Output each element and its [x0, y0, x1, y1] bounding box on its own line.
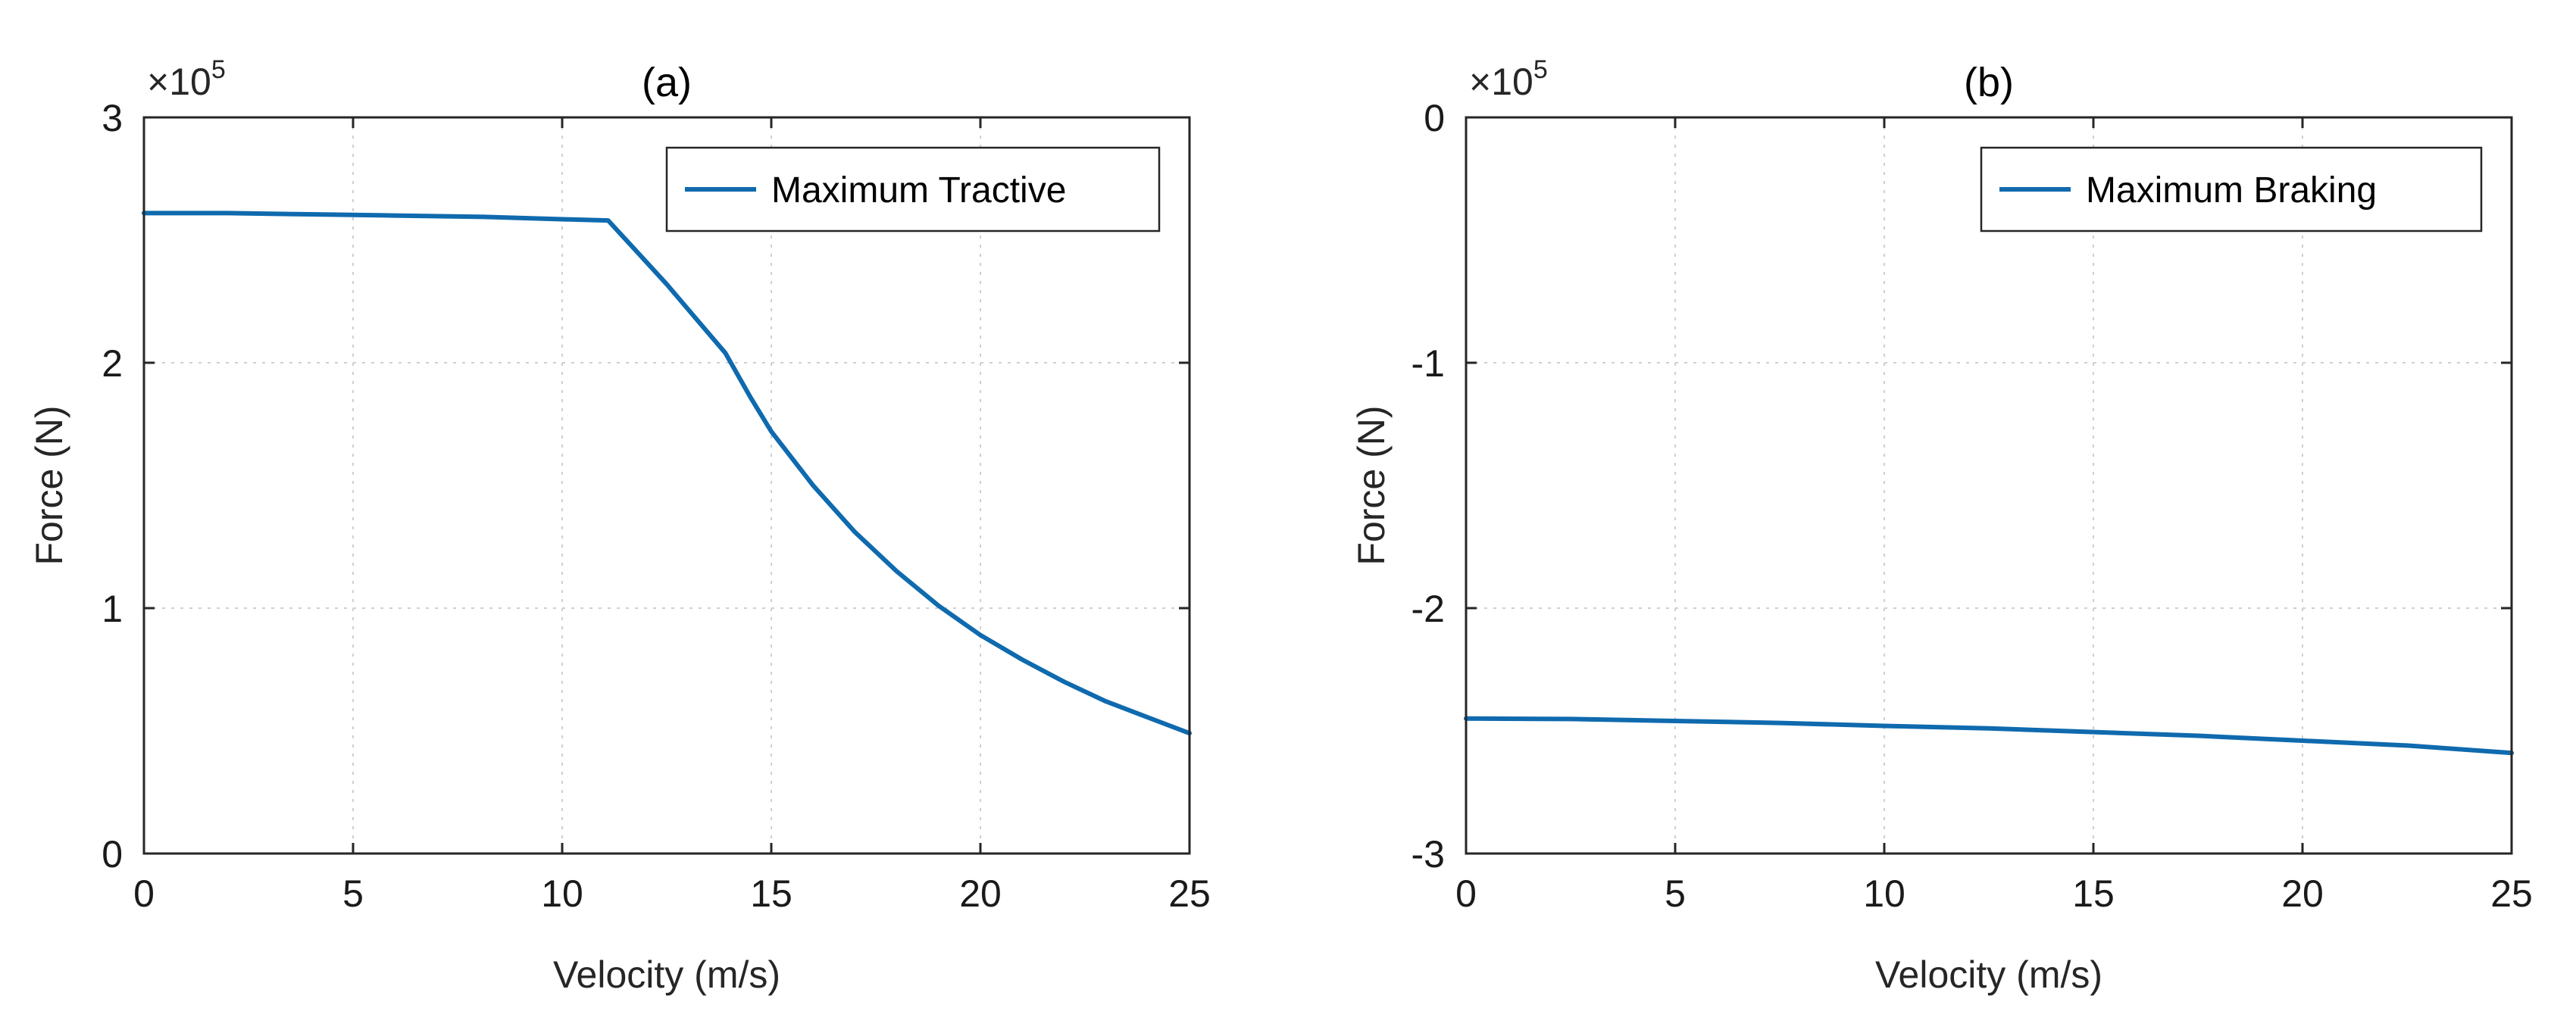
x-tick-label: 5 — [342, 872, 364, 915]
y-exponent-label: ×105 — [1469, 55, 1548, 103]
series-line-b — [1464, 716, 2514, 756]
y-exponent-power: 5 — [1533, 55, 1548, 84]
x-tick-label: 15 — [2072, 872, 2115, 915]
x-tick-label: 15 — [750, 872, 792, 915]
x-tick-label: 25 — [2490, 872, 2533, 915]
y-tick-label: 1 — [102, 588, 123, 630]
y-tick-label: 0 — [102, 833, 123, 875]
y-tick-label: -3 — [1411, 833, 1445, 875]
y-tick-label: 2 — [102, 342, 123, 385]
y-exponent-label: ×105 — [147, 55, 226, 103]
y-tick-label: -1 — [1411, 342, 1445, 385]
axes-box — [1465, 116, 2513, 855]
y-exponent-power: 5 — [211, 55, 226, 84]
x-tick-label: 0 — [1455, 872, 1477, 915]
chart-title: (b) — [1964, 60, 2014, 105]
x-tick-label: 5 — [1665, 872, 1686, 915]
chart-b: 0 5 10 15 20 25-3-2-10×105 (b)Velocity (m/s)Fo… — [1350, 55, 2533, 996]
x-axis-label: Velocity (m/s) — [553, 953, 780, 996]
x-tick-label: 10 — [1863, 872, 1905, 915]
x-tick-label: 25 — [1168, 872, 1211, 915]
y-tick-label: 3 — [102, 97, 123, 139]
chart-title: (a) — [642, 60, 692, 105]
x-tick-label: 20 — [959, 872, 1002, 915]
x-tick-label: 10 — [541, 872, 583, 915]
x-tick-label: 0 — [133, 872, 155, 915]
legend-label: Maximum Braking — [2086, 170, 2377, 211]
axes-box — [142, 116, 1191, 855]
series-line-a — [142, 211, 1192, 736]
legend-label: Maximum Tractive — [771, 170, 1066, 211]
y-exponent-base: ×10 — [1469, 61, 1533, 103]
y-exponent-base: ×10 — [147, 61, 211, 103]
x-axis-label: Velocity (m/s) — [1875, 953, 2102, 996]
x-tick-label: 20 — [2281, 872, 2324, 915]
y-axis-label: Force (N) — [1350, 405, 1393, 565]
y-tick-label: 0 — [1424, 97, 1445, 139]
y-tick-label: -2 — [1411, 588, 1445, 630]
y-axis-label: Force (N) — [28, 405, 70, 565]
